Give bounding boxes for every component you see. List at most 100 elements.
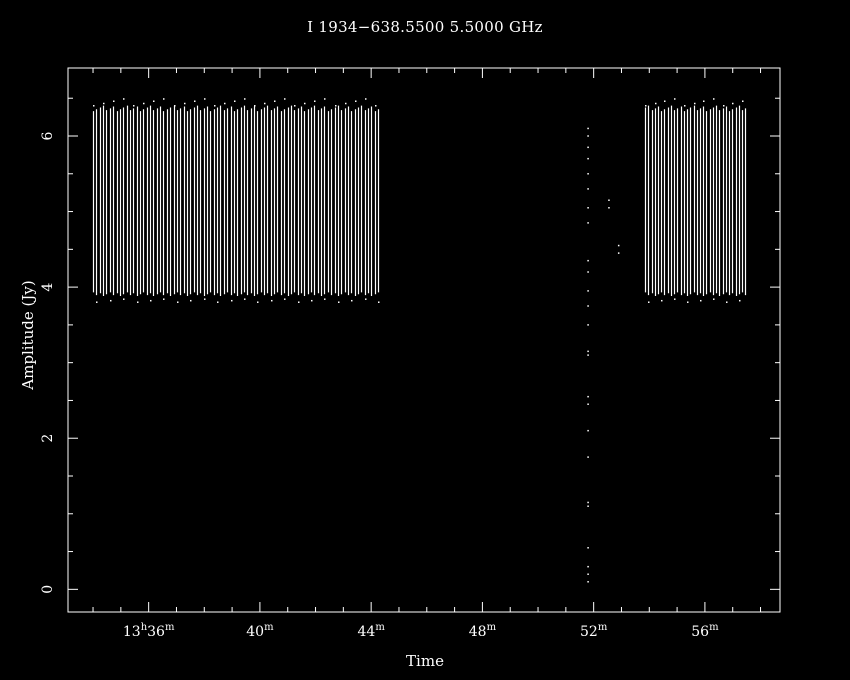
data-point (587, 350, 589, 353)
data-point (587, 222, 589, 224)
data-point (257, 301, 259, 303)
data-point (645, 105, 647, 107)
data-point (587, 573, 589, 575)
data-point (739, 299, 741, 302)
plot-frame (67, 67, 781, 613)
data-point (617, 252, 620, 254)
x-tick-label: 56m (691, 622, 719, 640)
data-point (153, 100, 155, 102)
data-point (587, 429, 589, 432)
data-point (298, 301, 300, 303)
data-point (587, 146, 589, 149)
data-point (204, 98, 206, 100)
data-point (587, 305, 589, 307)
data-point (587, 354, 589, 356)
data-point (587, 456, 589, 458)
data-point (687, 301, 689, 303)
data-point (103, 102, 105, 105)
y-tick-label: 0 (40, 585, 56, 594)
data-point (694, 102, 696, 105)
y-tick-label: 2 (40, 434, 56, 443)
data-point (231, 299, 233, 302)
x-tick-label: 52m (580, 622, 608, 640)
data-point (123, 298, 125, 300)
data-point (110, 299, 112, 302)
data-point (271, 299, 273, 302)
data-point (587, 173, 589, 175)
data-point (338, 301, 340, 303)
data-point (143, 102, 145, 105)
data-point (335, 105, 337, 107)
data-point (93, 105, 95, 107)
data-point (274, 100, 276, 102)
data-point (732, 102, 734, 105)
data-point (284, 298, 286, 300)
data-point (587, 403, 589, 405)
data-point (234, 100, 236, 102)
data-point (661, 299, 663, 302)
data-point (648, 301, 650, 303)
data-point (587, 290, 589, 292)
data-point (713, 98, 715, 100)
data-point (700, 299, 702, 302)
data-point (324, 98, 326, 100)
data-point (244, 98, 246, 100)
y-axis-label: Amplitude (Jy) (19, 280, 37, 390)
data-point (324, 298, 326, 300)
data-point (608, 207, 610, 209)
data-point (674, 98, 676, 100)
data-point (355, 100, 357, 102)
data-point (224, 102, 226, 105)
data-point (190, 299, 192, 302)
data-point (217, 301, 219, 303)
data-point (365, 98, 367, 100)
data-point (587, 501, 589, 504)
data-point (664, 100, 666, 102)
data-point (365, 298, 367, 300)
data-point (204, 298, 206, 300)
x-tick-label: 48m (469, 622, 497, 640)
data-point (304, 102, 306, 105)
data-point (587, 207, 589, 209)
data-point (254, 105, 256, 107)
data-point (378, 301, 380, 303)
data-point (174, 105, 176, 107)
data-point (284, 98, 286, 100)
data-point (703, 100, 705, 102)
data-point (587, 259, 589, 262)
chart-title: I 1934−638.5500 5.5000 GHz (307, 18, 543, 36)
data-point (244, 298, 246, 300)
data-point (311, 299, 313, 302)
y-tick-label: 6 (40, 131, 56, 140)
data-point (375, 105, 377, 107)
data-point (674, 298, 676, 300)
data-point (587, 505, 589, 507)
data-point (150, 299, 152, 302)
x-tick-label: 44m (358, 622, 386, 640)
data-point (214, 105, 216, 107)
data-point (587, 547, 589, 549)
data-point (177, 301, 179, 303)
data-point (587, 135, 589, 137)
data-point (163, 98, 165, 100)
data-point (264, 102, 266, 105)
data-point (294, 105, 296, 107)
data-point (314, 100, 316, 102)
data-point (587, 157, 589, 160)
y-tick-label: 4 (40, 283, 56, 292)
data-point (137, 301, 139, 303)
data-point (96, 301, 98, 303)
data-point (163, 298, 165, 300)
data-point (587, 324, 589, 326)
data-point (587, 581, 589, 583)
data-point (133, 105, 135, 107)
data-point (587, 127, 589, 130)
data-point (608, 199, 610, 201)
data-point (587, 565, 589, 568)
data-point (684, 105, 686, 107)
data-point (587, 271, 589, 273)
data-point (587, 188, 589, 190)
data-point (123, 98, 125, 100)
data-point (587, 395, 589, 398)
